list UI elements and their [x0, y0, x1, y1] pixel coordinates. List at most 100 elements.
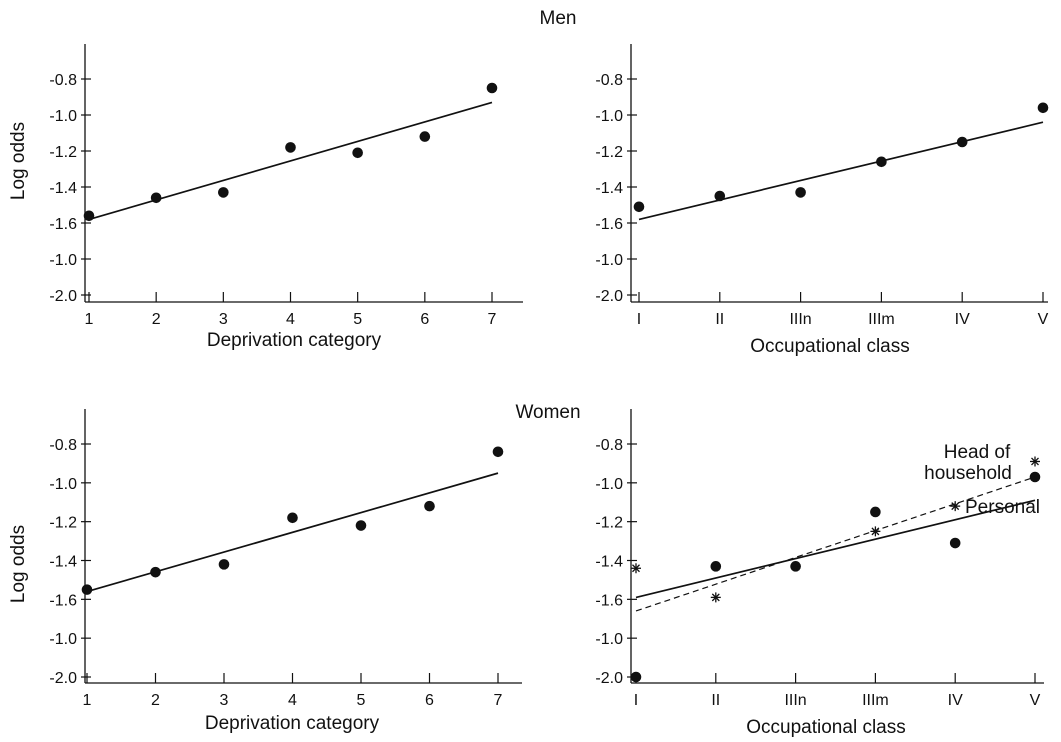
y-tick-label: -1.0	[49, 476, 77, 493]
x-tick-label: IIIm	[862, 692, 889, 709]
y-tick-label: -1.0	[49, 108, 77, 125]
y-tick-label: -1.6	[595, 216, 623, 233]
data-point	[870, 506, 881, 518]
y-tick-label: -2.0	[595, 288, 623, 305]
section-title-women: Women	[515, 402, 580, 423]
data-point	[633, 201, 645, 213]
series-label-personal: Personal	[965, 497, 1040, 518]
y-tick-label: -0.8	[49, 72, 77, 89]
y-tick-label: -1.0	[49, 252, 77, 269]
data-point	[714, 190, 726, 202]
star-point	[870, 526, 881, 537]
y-tick-label: -0.8	[49, 437, 77, 454]
data-point	[355, 520, 367, 531]
x-axis-title: Occupational class	[750, 336, 909, 357]
y-tick-label: -1.0	[595, 108, 623, 125]
y-tick-label: -1.4	[595, 554, 623, 571]
x-tick-label: IIIm	[868, 311, 895, 328]
star-point	[710, 592, 721, 603]
data-point	[1037, 102, 1049, 114]
data-point	[150, 566, 161, 578]
chart-panels: -0.8 -1.0 -1.2 -1.4 -1.6 -1.0 -2.0 1 2 3 4 5 6 7 Depri…	[8, 44, 1049, 738]
section-title-men: Men	[540, 8, 577, 29]
y-tick-label: -1.2	[595, 144, 623, 161]
data-point	[81, 584, 93, 595]
data-point	[285, 142, 296, 153]
x-tick-label: 7	[494, 692, 503, 709]
star-point-stroke	[711, 593, 720, 602]
x-axis-title: Deprivation category	[205, 713, 380, 734]
series-label-line: household	[924, 463, 1012, 484]
data-point	[956, 136, 968, 148]
data-point	[492, 446, 504, 458]
x-tick-label: 3	[220, 692, 229, 709]
x-tick-label: 4	[288, 692, 297, 709]
y-tick-label: -2.0	[49, 670, 77, 687]
chart-panel-3: -0.8 -1.0 -1.2 -1.4 -1.6 -1.0 -2.0 1 2 3 4 5 6 7 Depri…	[8, 409, 522, 734]
data-point	[83, 210, 95, 222]
star-point-stroke	[951, 502, 960, 511]
x-axis-title: Occupational class	[746, 717, 905, 738]
star-point	[631, 563, 641, 574]
data-point	[352, 147, 363, 159]
y-tick-label: -1.0	[595, 476, 623, 493]
y-tick-label: -1.0	[595, 631, 623, 648]
data-point	[419, 131, 431, 142]
fit-line-series	[638, 121, 1044, 221]
x-tick-label: 5	[353, 311, 362, 328]
x-tick-label: II	[715, 311, 724, 328]
data-point	[795, 187, 806, 198]
data-point	[630, 671, 642, 683]
x-tick-label: I	[637, 311, 641, 328]
x-tick-label: IIIn	[784, 692, 806, 709]
x-tick-label: IV	[955, 311, 970, 328]
data-point	[876, 156, 887, 168]
x-tick-label: 3	[219, 311, 228, 328]
star-point	[1030, 456, 1040, 467]
series-label-head-of-household: Head of household	[924, 442, 1012, 484]
y-tick-label: -1.2	[595, 515, 623, 532]
star-point-stroke	[1031, 457, 1039, 466]
x-tick-label: 6	[425, 692, 434, 709]
y-tick-label: -1.6	[49, 216, 77, 233]
data-point	[218, 559, 230, 570]
y-tick-label: -0.8	[595, 72, 623, 89]
y-axis-title: Log odds	[8, 122, 29, 200]
star-point	[950, 501, 961, 512]
y-tick-label: -1.4	[49, 180, 77, 197]
star-point-stroke	[791, 562, 800, 571]
data-point	[424, 500, 435, 512]
y-tick-label: -1.2	[49, 144, 77, 161]
y-tick-label: -1.2	[49, 515, 77, 532]
star-point	[790, 561, 801, 572]
y-tick-label: -0.8	[595, 437, 623, 454]
x-tick-label: 2	[151, 692, 160, 709]
data-point	[486, 82, 498, 94]
x-tick-label: 6	[420, 311, 429, 328]
fit-line-head-of-household	[635, 476, 1036, 612]
y-tick-label: -1.4	[49, 554, 77, 571]
data-point	[710, 561, 722, 572]
y-tick-label: -1.4	[595, 180, 623, 197]
y-tick-label: -2.0	[49, 288, 77, 305]
series-label-line: Head of	[944, 442, 1011, 463]
x-tick-label: V	[1030, 692, 1041, 709]
x-tick-label: 1	[85, 311, 94, 328]
y-tick-label: -1.0	[49, 631, 77, 648]
fit-line-series	[88, 101, 493, 221]
data-point	[287, 512, 298, 524]
star-point-stroke	[871, 527, 880, 536]
star-point-stroke	[632, 564, 640, 573]
x-tick-label: 4	[286, 311, 295, 328]
y-axis-title: Log odds	[8, 525, 29, 603]
x-tick-label: V	[1038, 311, 1049, 328]
x-tick-label: 2	[152, 311, 161, 328]
x-tick-label: I	[634, 692, 638, 709]
data-point	[218, 187, 229, 198]
data-point	[150, 192, 162, 204]
x-tick-label: IV	[948, 692, 963, 709]
chart-panel-1: -0.8 -1.0 -1.2 -1.4 -1.6 -1.0 -2.0 1 2 3 4 5 6 7 Depri…	[8, 44, 523, 351]
x-tick-label: 5	[357, 692, 366, 709]
x-axis-title: Deprivation category	[207, 330, 382, 351]
